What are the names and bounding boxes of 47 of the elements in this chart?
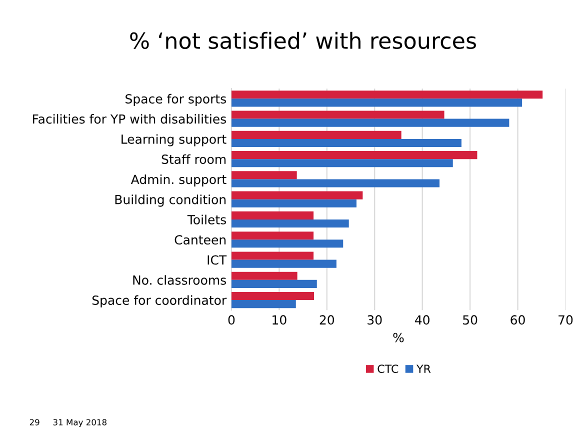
y-tick-label: Building condition <box>115 194 226 207</box>
x-tick-label: 0 <box>228 315 235 325</box>
legend-label: CTC <box>378 364 398 373</box>
bar <box>231 171 297 180</box>
x-tick-label: 10 <box>272 315 286 325</box>
y-tick-label: Space for coordinator <box>92 295 227 308</box>
legend-label: YR <box>416 364 431 373</box>
y-tick-label: Space for sports <box>126 94 226 106</box>
text: 29 <box>30 419 40 426</box>
x-tick-label: 20 <box>320 315 334 325</box>
y-tick-label: Admin. support <box>130 174 226 187</box>
x-tick-label: 30 <box>368 315 382 325</box>
bar <box>231 130 402 139</box>
chart-title: % ‘not satisfied’ with resources <box>130 32 476 50</box>
bar <box>231 118 510 127</box>
x-tick-label: 60 <box>510 315 525 325</box>
y-tick-label: Facilities for YP with disabilities <box>32 114 226 124</box>
bar <box>231 232 314 240</box>
bar <box>231 179 440 188</box>
y-tick-label: Staff room <box>162 154 226 164</box>
y-tick-label: Canteen <box>174 235 226 245</box>
bar <box>231 260 336 268</box>
bar <box>231 199 356 208</box>
bar <box>231 191 363 200</box>
bar <box>231 151 478 160</box>
bar <box>231 98 522 107</box>
y-tick-label: Toilets <box>187 214 226 224</box>
x-tick-label: 50 <box>463 315 478 325</box>
x-axis-title: % <box>393 332 404 342</box>
bar <box>231 300 296 308</box>
bar <box>231 211 314 220</box>
bar <box>231 110 444 119</box>
x-tick-label: 40 <box>414 315 430 325</box>
bar <box>231 159 453 168</box>
bar <box>231 292 314 300</box>
y-tick-label: Learning support <box>122 134 226 146</box>
bar <box>231 219 349 228</box>
x-tick-label: 70 <box>558 315 573 325</box>
text: 31 May 2018 <box>53 419 107 428</box>
bar <box>231 252 314 260</box>
bar <box>231 272 298 280</box>
bar <box>231 280 317 288</box>
bar <box>231 138 462 147</box>
bar <box>231 90 543 99</box>
y-tick-label: No. classrooms <box>133 275 226 285</box>
y-tick-label: ICT <box>208 255 227 265</box>
bar <box>231 240 344 248</box>
